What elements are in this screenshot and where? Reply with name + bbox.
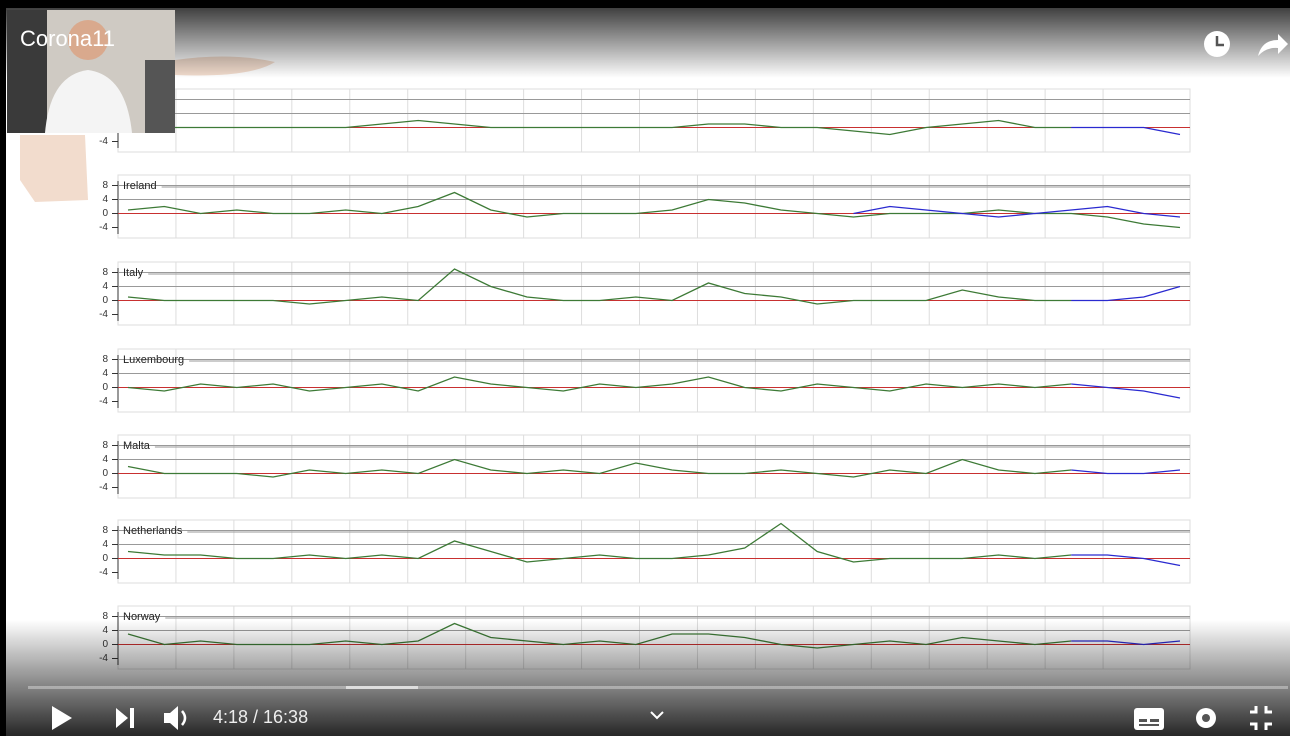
time-display: 4:18 / 16:38 xyxy=(213,707,308,727)
data-line xyxy=(127,268,1072,305)
data-line xyxy=(128,119,1072,136)
y-tick-label: 0 xyxy=(102,553,108,564)
country-label: Malta xyxy=(123,440,151,452)
volume-button[interactable] xyxy=(164,706,187,730)
video-title[interactable]: Corona11 xyxy=(20,26,115,51)
y-tick-label: 0 xyxy=(102,382,108,393)
y-tick-label: 8 xyxy=(102,180,108,191)
y-tick-label: 4 xyxy=(102,539,108,550)
y-tick-label: 8 xyxy=(102,525,108,536)
y-tick-label: 8 xyxy=(102,267,108,278)
exit-fullscreen-button[interactable] xyxy=(1250,706,1272,730)
chevron[interactable] xyxy=(650,711,664,720)
next-button[interactable] xyxy=(116,708,134,728)
y-tick-label: 0 xyxy=(102,295,108,306)
y-tick-label: 8 xyxy=(102,440,108,451)
y-tick-label: -4 xyxy=(99,136,108,147)
webcam xyxy=(7,10,175,133)
subtitles-button[interactable] xyxy=(1134,708,1164,730)
country-label: Netherlands xyxy=(123,525,183,537)
y-tick-label: -4 xyxy=(99,567,108,578)
progress-buffer xyxy=(346,686,418,689)
slide-decoration xyxy=(20,135,88,202)
y-tick-label: 8 xyxy=(102,354,108,365)
country-label: Luxembourg xyxy=(123,354,184,366)
data-line xyxy=(127,191,1181,229)
data-line xyxy=(1071,383,1181,399)
data-line xyxy=(1071,469,1181,475)
y-tick-label: -4 xyxy=(99,396,108,407)
y-tick-label: 0 xyxy=(102,468,108,479)
data-line xyxy=(1071,554,1181,567)
y-tick-label: -4 xyxy=(99,482,108,493)
data-line xyxy=(127,376,1072,392)
video-frame[interactable] xyxy=(6,8,1290,736)
y-tick-label: 4 xyxy=(102,454,108,465)
data-line xyxy=(1071,285,1181,302)
y-tick-label: -4 xyxy=(99,222,108,233)
y-tick-label: 8 xyxy=(102,611,108,622)
country-label: Norway xyxy=(123,611,161,623)
country-label: Italy xyxy=(123,267,144,279)
play-button[interactable] xyxy=(52,706,72,730)
data-line xyxy=(1071,126,1181,136)
top-border xyxy=(0,0,1290,8)
y-tick-label: 0 xyxy=(102,208,108,219)
top-shade xyxy=(6,8,1290,78)
watch-later-icon[interactable] xyxy=(1204,31,1230,57)
data-line xyxy=(853,205,1181,218)
country-label: Ireland xyxy=(123,180,157,192)
data-line xyxy=(127,458,1072,478)
charts: 8 4 0 -4 8 4 0 -4 Ireland 8 4 0 -4 Italy 8 4 0 -4 Luxembou… xyxy=(99,88,1191,670)
y-tick-label: 4 xyxy=(102,281,108,292)
y-tick-label: -4 xyxy=(99,309,108,320)
data-line xyxy=(127,522,1072,563)
share-icon[interactable] xyxy=(1258,34,1288,56)
progress-bar[interactable] xyxy=(28,686,1288,689)
bottom-shade xyxy=(6,620,1290,736)
y-tick-label: 4 xyxy=(102,194,108,205)
settings-button[interactable] xyxy=(1196,708,1216,728)
y-tick-label: 4 xyxy=(102,368,108,379)
